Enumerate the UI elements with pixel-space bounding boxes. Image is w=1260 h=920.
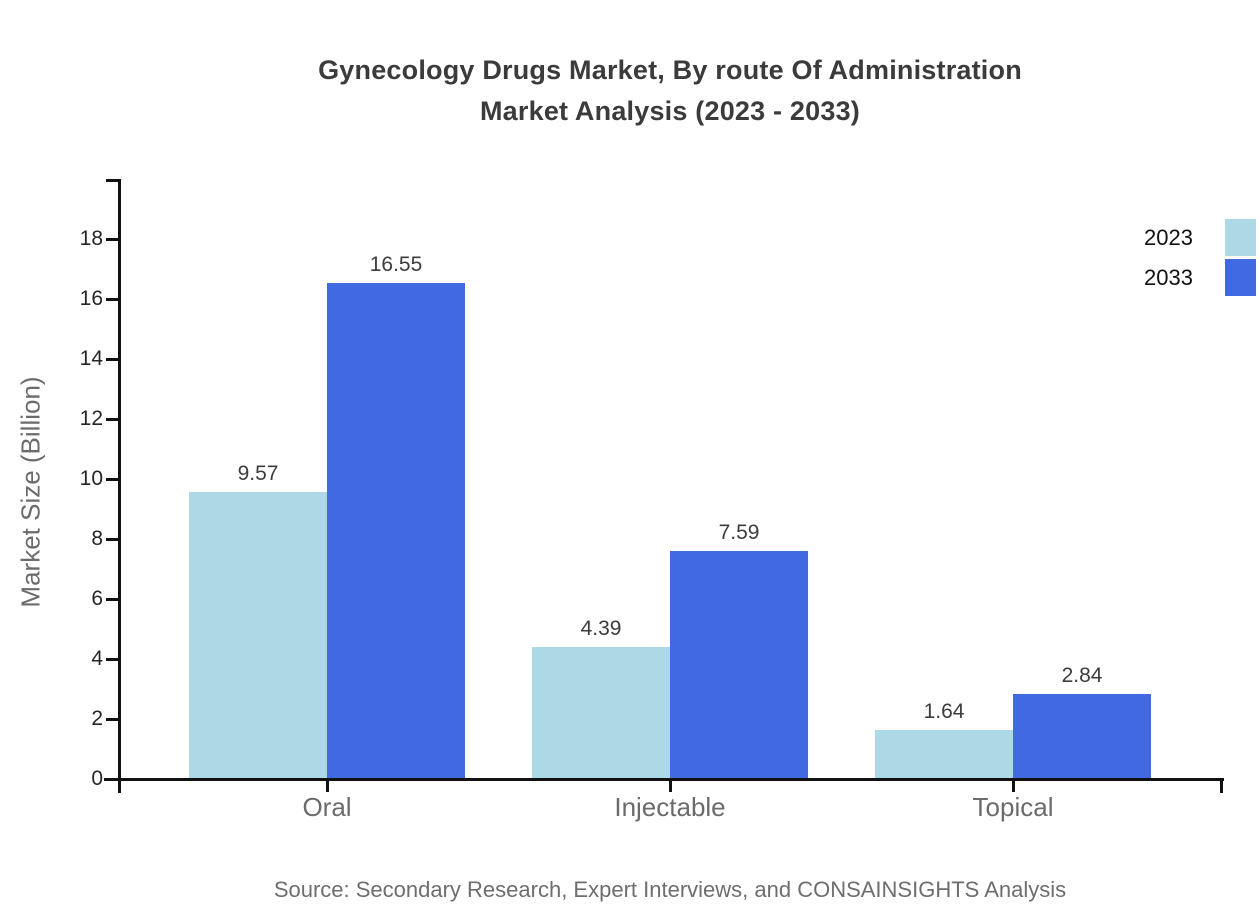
category-label-topical: Topical (972, 792, 1054, 822)
legend-item-2033: 2033 (1144, 259, 1256, 296)
chart-title-line1: Gynecology Drugs Market, By route Of Adm… (318, 55, 1022, 85)
y-tick-18 (106, 238, 119, 241)
bar-value-2023-topical: 1.64 (923, 699, 965, 723)
legend-item-2023: 2023 (1144, 219, 1256, 256)
x-tick-injectable (669, 781, 672, 792)
y-tick-label-10: 10 (79, 467, 103, 490)
y-axis-top-cap (106, 179, 121, 182)
chart-title: Gynecology Drugs Market, By route Of Adm… (120, 50, 1220, 132)
y-tick-6 (106, 598, 119, 601)
y-tick-label-0: 0 (91, 767, 103, 790)
x-axis-right-cap (1220, 778, 1223, 793)
y-tick-10 (106, 478, 119, 481)
y-tick-label-18: 18 (79, 227, 103, 250)
bar-value-2033-oral: 16.55 (369, 252, 423, 276)
bar-2033-injectable (670, 551, 808, 779)
y-tick-label-6: 6 (91, 587, 103, 610)
legend-label-2033: 2033 (1144, 264, 1193, 290)
x-tick-topical (1012, 781, 1015, 792)
legend-swatch-2033 (1225, 259, 1256, 296)
bar-value-2033-injectable: 7.59 (718, 521, 760, 545)
y-tick-label-4: 4 (91, 647, 103, 670)
legend-swatch-2023 (1225, 219, 1256, 256)
bar-value-2023-oral: 9.57 (237, 461, 279, 485)
y-tick-label-2: 2 (91, 707, 103, 730)
legend-label-2023: 2023 (1144, 224, 1193, 250)
y-tick-label-8: 8 (91, 527, 103, 550)
bar-2023-oral (189, 491, 327, 779)
y-tick-12 (106, 418, 119, 421)
bar-2023-topical (875, 729, 1013, 779)
bar-value-2033-topical: 2.84 (1061, 663, 1103, 687)
y-tick-2 (106, 718, 119, 721)
y-tick-16 (106, 298, 119, 301)
category-label-injectable: Injectable (614, 792, 726, 822)
category-label-oral: Oral (302, 792, 352, 822)
source-note: Source: Secondary Research, Expert Inter… (273, 877, 1067, 902)
y-tick-8 (106, 538, 119, 541)
y-tick-4 (106, 658, 119, 661)
y-tick-label-12: 12 (79, 407, 103, 430)
bar-2033-oral (327, 282, 465, 779)
x-axis-line (104, 778, 1224, 781)
legend: 2023 2033 (1144, 219, 1256, 299)
y-tick-label-14: 14 (79, 347, 103, 370)
y-tick-14 (106, 358, 119, 361)
chart-title-line2: Market Analysis (2023 - 2033) (479, 96, 860, 126)
bar-2023-injectable (532, 647, 670, 779)
y-tick-label-16: 16 (79, 287, 103, 310)
y-axis-spine (118, 179, 121, 793)
bar-value-2023-injectable: 4.39 (580, 617, 622, 641)
x-tick-oral (326, 781, 329, 792)
bar-2033-topical (1013, 693, 1151, 779)
